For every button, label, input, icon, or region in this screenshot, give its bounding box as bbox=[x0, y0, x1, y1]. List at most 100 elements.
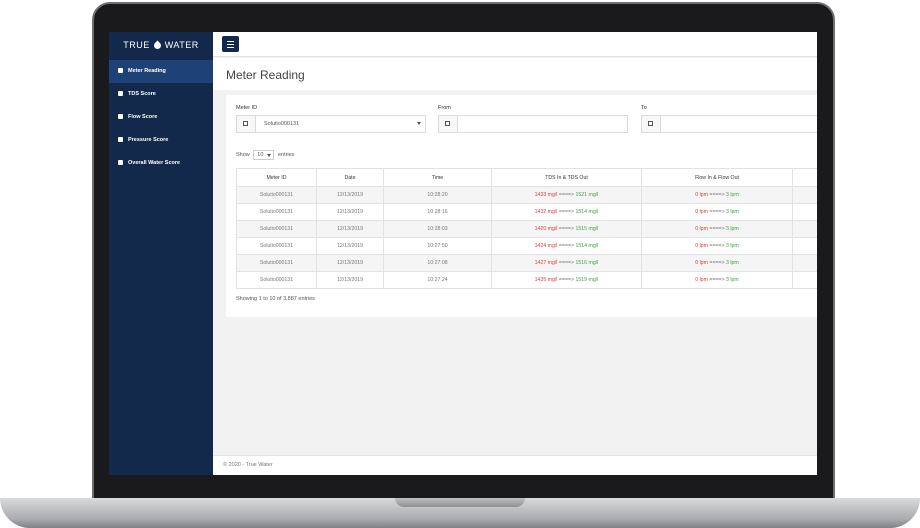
show-label: Show bbox=[236, 152, 250, 158]
cell-meter-id: Solutio000131 bbox=[236, 186, 317, 204]
length-select[interactable]: 10 bbox=[253, 150, 275, 160]
table-info: Showing 1 to 10 of 3,887 entries bbox=[236, 296, 315, 302]
nav-icon bbox=[118, 113, 123, 119]
from-date-input[interactable] bbox=[438, 115, 628, 133]
nav-item[interactable]: TDS Score bbox=[109, 83, 213, 106]
cell-tds-out: 1519 mg/l bbox=[575, 277, 599, 283]
column-header[interactable]: Flow In & Flow Out bbox=[641, 168, 793, 187]
cell-date: 12/13/2019 bbox=[316, 203, 384, 221]
separator: ====> bbox=[558, 192, 575, 198]
separator: ====> bbox=[709, 209, 725, 215]
cell-tds-out: 1515 mg/l bbox=[575, 226, 599, 232]
cell-flow-in: 0 lpm bbox=[695, 260, 708, 266]
separator: ====> bbox=[558, 260, 575, 266]
cell-tds-in: 1427 mg/l bbox=[534, 260, 558, 266]
cell-extra bbox=[792, 203, 817, 221]
nav-icon bbox=[118, 159, 123, 165]
cell-flow-out: 3 lpm bbox=[726, 260, 739, 266]
cell-tds: 1424 mg/l ====> 1514 mg/l bbox=[491, 237, 642, 255]
separator: ====> bbox=[558, 277, 575, 283]
separator: ====> bbox=[558, 226, 575, 232]
laptop-notch bbox=[395, 498, 525, 507]
brand[interactable]: TRUE WATER bbox=[109, 40, 213, 54]
cell-flow: 0 lpm ====> 3 lpm bbox=[641, 271, 793, 289]
cell-extra bbox=[792, 186, 817, 204]
cell-tds-in: 1420 mg/l bbox=[534, 226, 558, 232]
cell-tds: 1435 mg/l ====> 1519 mg/l bbox=[491, 271, 642, 289]
nav-icon bbox=[118, 90, 123, 96]
cell-flow-in: 0 lpm bbox=[695, 209, 708, 215]
page-title: Meter Reading bbox=[226, 68, 305, 82]
column-header[interactable]: Time bbox=[383, 168, 492, 187]
cell-extra bbox=[792, 237, 817, 255]
cell-tds: 1427 mg/l ====> 1516 mg/l bbox=[491, 254, 642, 272]
separator: ====> bbox=[709, 260, 725, 266]
table-row: Solutio000131 12/13/2019 10:27:50 1424 mg/l… bbox=[236, 237, 817, 255]
filter-label: Meter ID bbox=[236, 105, 258, 111]
cell-flow: 0 lpm ====> 3 lpm bbox=[641, 254, 793, 272]
table-row: Solutio000131 12/13/2019 10:28:16 1432 mg/l… bbox=[236, 203, 817, 221]
menu-toggle[interactable] bbox=[222, 36, 239, 52]
nav-label: Overall Water Score bbox=[128, 160, 181, 166]
length-control: Show 10 entries bbox=[236, 150, 294, 160]
footer: © 2020 - True Water bbox=[213, 455, 817, 475]
nav-menu: Meter Reading TDS Score Flow Score Pressure… bbox=[109, 60, 213, 175]
nav-item[interactable]: Pressure Score bbox=[109, 129, 213, 152]
cell-time: 10:27:24 bbox=[383, 271, 492, 289]
cell-date: 12/13/2019 bbox=[316, 186, 384, 204]
nav-label: Meter Reading bbox=[128, 68, 166, 74]
nav-item[interactable]: Flow Score bbox=[109, 106, 213, 129]
cell-time: 10:27:50 bbox=[383, 237, 492, 255]
nav-label: Pressure Score bbox=[128, 137, 169, 143]
column-header[interactable]: Date bbox=[316, 168, 384, 187]
cell-tds-in: 1433 mg/l bbox=[534, 192, 558, 198]
brand-right: WATER bbox=[164, 40, 199, 50]
meter-select[interactable]: Solutio000131 bbox=[236, 115, 426, 133]
cell-tds: 1420 mg/l ====> 1515 mg/l bbox=[491, 220, 642, 238]
column-header-extra bbox=[792, 168, 817, 187]
cell-meter-id: Solutio000131 bbox=[236, 203, 317, 221]
top-bar bbox=[213, 32, 817, 57]
cell-flow: 0 lpm ====> 3 lpm bbox=[641, 220, 793, 238]
nav-icon bbox=[118, 67, 123, 73]
column-header[interactable]: TDS In & TDS Out bbox=[491, 168, 642, 187]
cell-meter-id: Solutio000131 bbox=[236, 271, 317, 289]
cell-flow: 0 lpm ====> 3 lpm bbox=[641, 203, 793, 221]
cell-tds-in: 1435 mg/l bbox=[534, 277, 558, 283]
nav-icon bbox=[118, 136, 123, 142]
separator: ====> bbox=[709, 277, 725, 283]
screen: TRUE WATER Meter Reading TDS Score Flow Sco… bbox=[109, 32, 817, 475]
filter-label: To bbox=[641, 105, 647, 111]
nav-label: Flow Score bbox=[128, 114, 158, 120]
cell-meter-id: Solutio000131 bbox=[236, 220, 317, 238]
content-card: Meter ID Solutio000131 From To Show 10 e… bbox=[226, 95, 817, 317]
cell-tds-in: 1424 mg/l bbox=[534, 243, 558, 249]
cell-flow-in: 0 lpm bbox=[695, 192, 708, 198]
cell-flow: 0 lpm ====> 3 lpm bbox=[641, 237, 793, 255]
nav-item[interactable]: Overall Water Score bbox=[109, 152, 213, 175]
cell-time: 10:27:08 bbox=[383, 254, 492, 272]
cell-tds-in: 1432 mg/l bbox=[534, 209, 558, 215]
column-header[interactable]: Meter ID bbox=[236, 168, 317, 187]
cell-flow-out: 3 lpm bbox=[726, 226, 739, 232]
cell-tds-out: 1516 mg/l bbox=[575, 260, 599, 266]
to-date-input[interactable] bbox=[641, 115, 817, 133]
cell-flow-out: 3 lpm bbox=[726, 209, 739, 215]
nav-item[interactable]: Meter Reading bbox=[109, 60, 213, 83]
cell-date: 12/13/2019 bbox=[316, 271, 384, 289]
table-row: Solutio000131 12/13/2019 10:28:03 1420 mg/l… bbox=[236, 220, 817, 238]
meter-select-value: Solutio000131 bbox=[264, 121, 300, 127]
cell-extra bbox=[792, 254, 817, 272]
table-row: Solutio000131 12/13/2019 10:27:08 1427 mg/l… bbox=[236, 254, 817, 272]
nav-label: TDS Score bbox=[128, 91, 156, 97]
brand-left: TRUE bbox=[123, 40, 150, 50]
sidebar: TRUE WATER Meter Reading TDS Score Flow Sco… bbox=[109, 32, 213, 475]
cell-extra bbox=[792, 220, 817, 238]
title-bar: Meter Reading bbox=[213, 58, 817, 90]
cell-flow-out: 3 lpm bbox=[726, 277, 739, 283]
separator: ====> bbox=[558, 243, 575, 249]
cell-flow-in: 0 lpm bbox=[695, 226, 708, 232]
table-row: Solutio000131 12/13/2019 10:27:24 1435 mg/l… bbox=[236, 271, 817, 289]
cell-meter-id: Solutio000131 bbox=[236, 254, 317, 272]
cell-tds-out: 1521 mg/l bbox=[575, 192, 599, 198]
